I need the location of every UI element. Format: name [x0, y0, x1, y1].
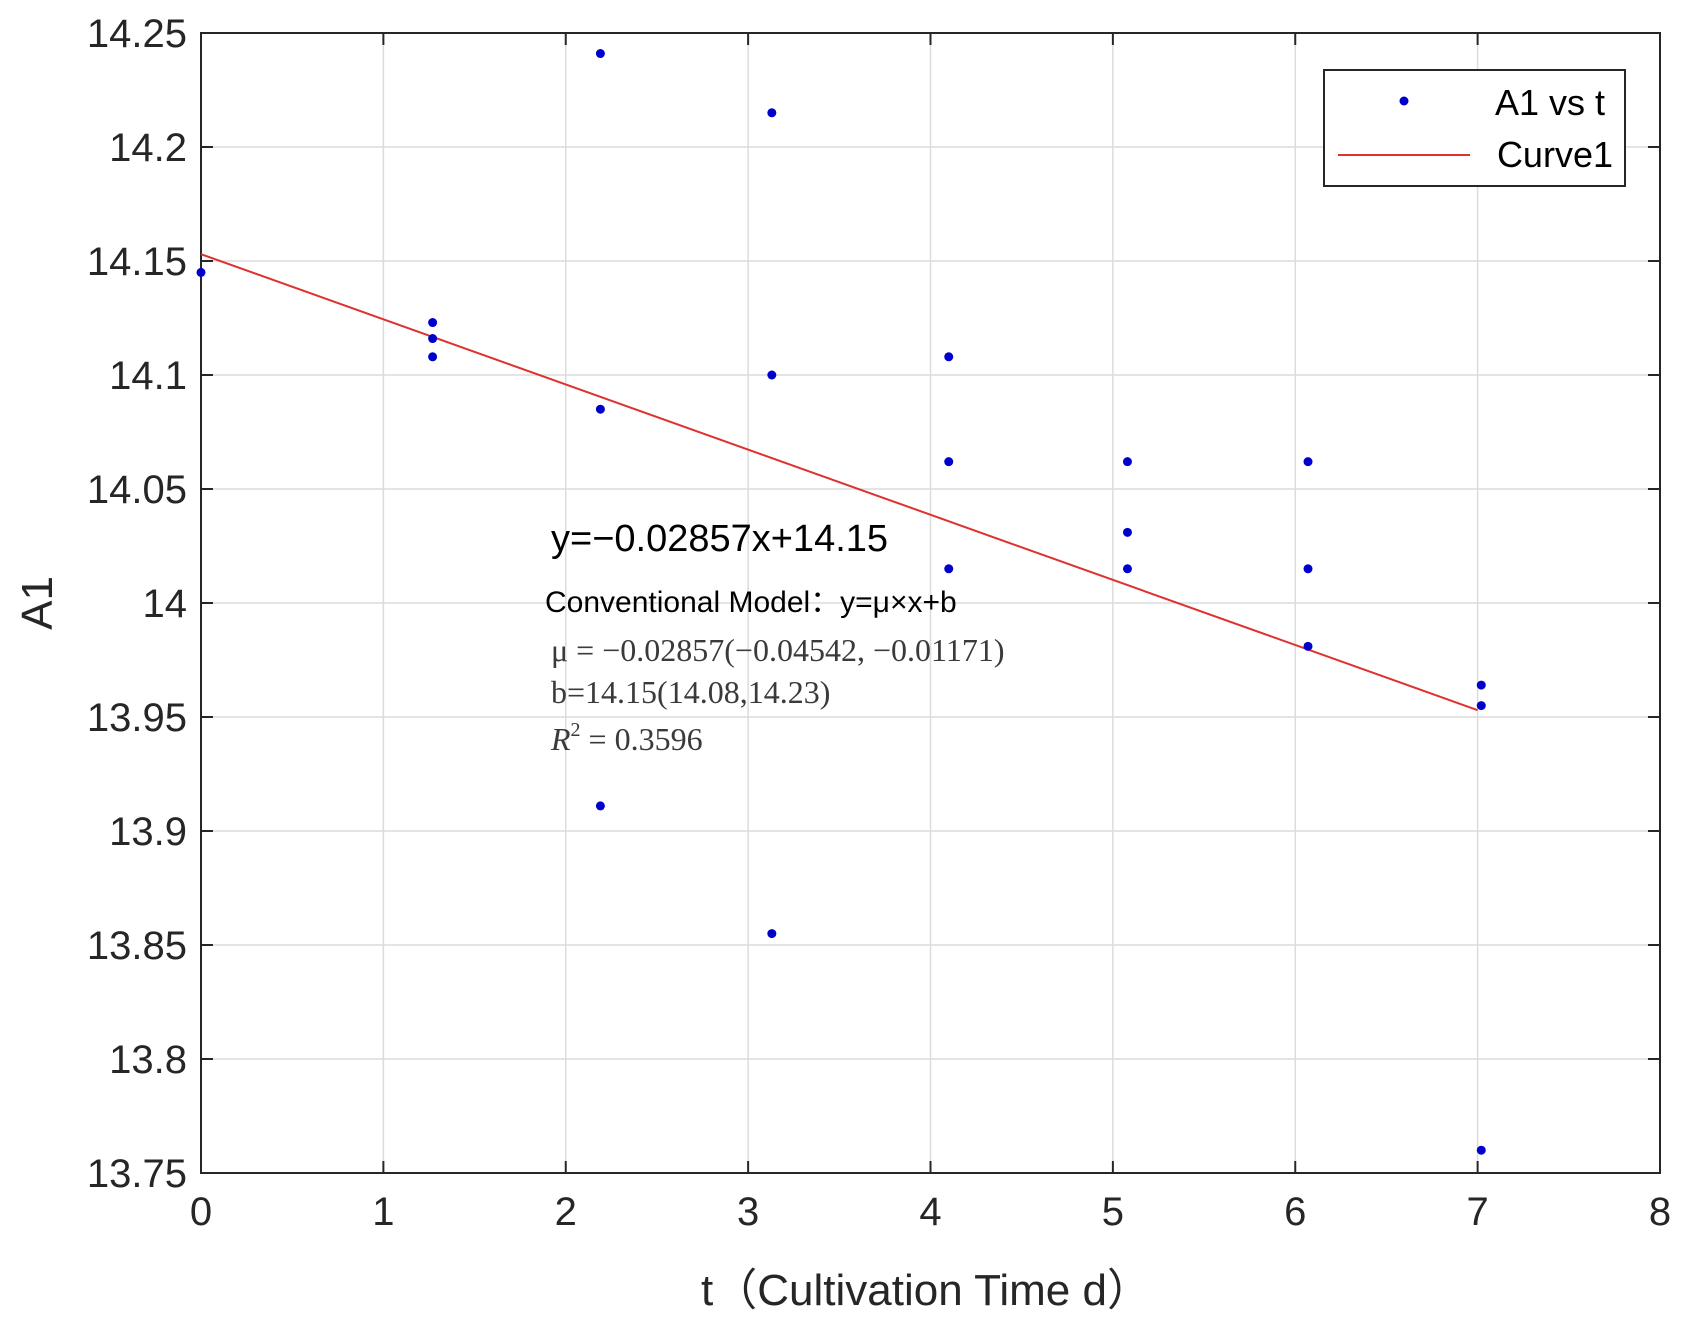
data-point — [1303, 457, 1313, 467]
data-point — [1476, 1145, 1486, 1155]
r-squared-symbol: R — [550, 721, 571, 757]
data-point — [595, 404, 605, 414]
data-point — [428, 318, 438, 328]
r-squared-value: = 0.3596 — [581, 721, 703, 757]
y-tick-label: 14.15 — [87, 240, 187, 284]
fit-equation: y=−0.02857x+14.15 — [551, 518, 888, 560]
x-ticks: 0 1 2 3 4 5 6 7 8 — [190, 33, 1671, 1234]
y-ticks: 13.75 13.8 13.85 13.9 13.95 14 14.05 14.1 14.15 1… — [87, 12, 1660, 1196]
legend-box — [1323, 69, 1626, 187]
x-tick-label: 8 — [1649, 1190, 1671, 1234]
data-point — [1122, 527, 1132, 537]
grid — [201, 33, 1660, 1173]
data-point — [428, 334, 438, 344]
x-tick-label: 5 — [1102, 1190, 1124, 1234]
data-point — [1476, 680, 1486, 690]
y-tick-label: 14.05 — [87, 468, 187, 512]
y-tick-label: 14.25 — [87, 12, 187, 56]
scatter-points — [196, 49, 1486, 1155]
x-tick-label: 4 — [919, 1190, 941, 1234]
legend: A1 vs t Curve1 — [1323, 69, 1626, 187]
data-point — [428, 352, 438, 362]
y-tick-label: 13.75 — [87, 1152, 187, 1196]
data-point — [767, 370, 777, 380]
data-point — [1476, 701, 1486, 711]
r-squared: R2 = 0.3596 — [550, 719, 703, 757]
data-point — [595, 49, 605, 59]
legend-marker-scatter — [1399, 96, 1409, 106]
data-point — [1122, 457, 1132, 467]
y-tick-label: 13.85 — [87, 924, 187, 968]
y-tick-label: 14 — [143, 582, 188, 626]
y-axis-title: A1 — [13, 576, 62, 630]
legend-label-curve: Curve1 — [1497, 134, 1613, 175]
model-text: Conventional Model：y=μ×x+b — [545, 586, 957, 619]
x-tick-label: 7 — [1467, 1190, 1489, 1234]
x-tick-label: 6 — [1284, 1190, 1306, 1234]
y-tick-label: 13.8 — [109, 1038, 187, 1082]
x-tick-label: 3 — [737, 1190, 759, 1234]
x-tick-label: 1 — [372, 1190, 394, 1234]
y-tick-label: 13.9 — [109, 810, 187, 854]
data-point — [767, 929, 777, 939]
data-point — [767, 108, 777, 118]
data-point — [1122, 564, 1132, 574]
data-point — [944, 352, 954, 362]
x-axis-title: t（Cultivation Time d） — [701, 1266, 1151, 1315]
data-point — [196, 267, 206, 277]
y-tick-label: 14.1 — [109, 354, 187, 398]
y-tick-label: 13.95 — [87, 696, 187, 740]
fit-line-layer — [200, 253, 1478, 712]
r-squared-exponent: 2 — [571, 719, 581, 741]
legend-label-scatter: A1 vs t — [1495, 82, 1605, 123]
data-point — [944, 564, 954, 574]
b-estimate: b=14.15(14.08,14.23) — [551, 674, 830, 710]
y-tick-label: 14.2 — [109, 126, 187, 170]
data-point — [944, 457, 954, 467]
x-tick-label: 0 — [190, 1190, 212, 1234]
mu-estimate: μ = −0.02857(−0.04542, −0.01171) — [551, 632, 1004, 668]
x-tick-label: 2 — [555, 1190, 577, 1234]
data-point — [1303, 641, 1313, 651]
data-point — [1303, 564, 1313, 574]
data-point — [595, 801, 605, 811]
fit-line-curve1 — [200, 253, 1478, 712]
